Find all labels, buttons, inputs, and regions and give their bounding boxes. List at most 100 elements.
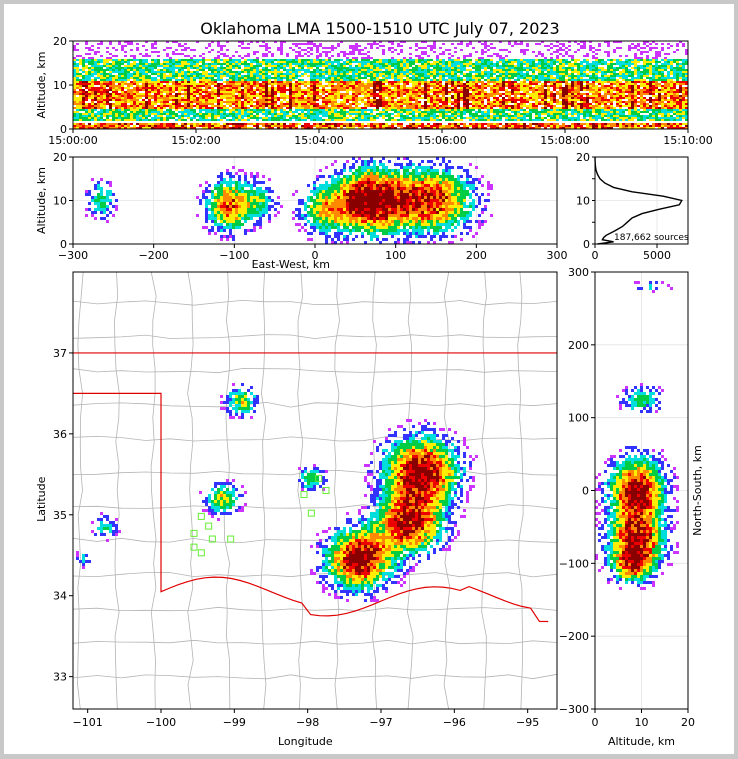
altitude-time-cell	[394, 73, 397, 75]
altitude-time-cell	[295, 123, 298, 125]
altitude-time-cell	[88, 117, 91, 119]
altitude-time-cell	[433, 125, 436, 127]
altitude-time-cell	[169, 85, 172, 87]
altitude-time-cell	[256, 67, 259, 69]
altitude-time-cell	[445, 103, 448, 105]
altitude-time-cell	[301, 115, 304, 117]
altitude-time-cell	[232, 87, 235, 89]
altitude-time-cell	[82, 59, 85, 61]
altitude-time-cell	[292, 103, 295, 105]
altitude-time-cell	[256, 105, 259, 107]
altitude-time-cell	[319, 43, 322, 45]
altitude-time-cell	[505, 95, 508, 97]
altitude-time-cell	[187, 75, 190, 77]
altitude-time-cell	[460, 99, 463, 101]
altitude-time-cell	[220, 127, 223, 129]
altitude-time-cell	[154, 119, 157, 121]
altitude-time-cell	[238, 81, 241, 83]
altitude-time-cell	[172, 53, 175, 55]
altitude-time-cell	[133, 109, 136, 111]
altitude-time-cell	[346, 69, 349, 71]
altitude-time-cell	[448, 87, 451, 89]
altitude-time-cell	[307, 125, 310, 127]
altitude-time-cell	[97, 87, 100, 89]
altitude-time-cell	[436, 69, 439, 71]
altitude-time-cell	[418, 77, 421, 79]
altitude-time-cell	[100, 123, 103, 125]
altitude-time-cell	[349, 113, 352, 115]
altitude-time-cell	[154, 85, 157, 87]
altitude-time-cell	[337, 61, 340, 63]
altitude-time-cell	[82, 105, 85, 107]
altitude-time-cell	[409, 53, 412, 55]
altitude-time-cell	[247, 109, 250, 111]
altitude-time-cell	[292, 59, 295, 61]
altitude-time-cell	[205, 95, 208, 97]
altitude-time-cell	[220, 97, 223, 99]
altitude-time-cell	[190, 97, 193, 99]
altitude-time-cell	[382, 109, 385, 111]
altitude-time-cell	[271, 117, 274, 119]
altitude-time-cell	[499, 79, 502, 81]
altitude-time-cell	[448, 107, 451, 109]
altitude-time-cell	[256, 57, 259, 59]
altitude-time-cell	[304, 123, 307, 125]
altitude-time-cell	[466, 103, 469, 105]
altitude-time-cell	[265, 89, 268, 91]
altitude-time-cell	[211, 115, 214, 117]
altitude-time-cell	[103, 59, 106, 61]
altitude-time-cell	[199, 83, 202, 85]
altitude-time-cell	[100, 101, 103, 103]
altitude-time-cell	[322, 69, 325, 71]
altitude-time-cell	[85, 73, 88, 75]
altitude-time-cell	[472, 47, 475, 49]
altitude-time-cell	[178, 73, 181, 75]
altitude-time-cell	[259, 65, 262, 67]
altitude-time-cell	[406, 91, 409, 93]
altitude-time-cell	[94, 107, 97, 109]
altitude-time-cell	[265, 91, 268, 93]
altitude-time-cell	[211, 63, 214, 65]
altitude-time-cell	[271, 99, 274, 101]
altitude-time-cell	[328, 75, 331, 77]
altitude-time-cell	[85, 97, 88, 99]
altitude-time-cell	[247, 127, 250, 129]
altitude-time-cell	[472, 67, 475, 69]
altitude-time-cell	[139, 61, 142, 63]
altitude-time-cell	[304, 53, 307, 55]
altitude-time-cell	[79, 105, 82, 107]
altitude-time-cell	[418, 59, 421, 61]
altitude-time-cell	[133, 67, 136, 69]
altitude-time-cell	[259, 45, 262, 47]
altitude-time-cell	[412, 69, 415, 71]
altitude-time-cell	[232, 75, 235, 77]
altitude-time-cell	[466, 65, 469, 67]
altitude-time-cell	[343, 87, 346, 89]
altitude-time-cell	[181, 123, 184, 125]
altitude-time-cell	[274, 77, 277, 79]
altitude-time-cell	[403, 97, 406, 99]
altitude-time-cell	[82, 125, 85, 127]
altitude-time-cell	[487, 73, 490, 75]
altitude-time-cell	[280, 45, 283, 47]
altitude-time-cell	[403, 85, 406, 87]
altitude-time-cell	[181, 49, 184, 51]
altitude-time-cell	[238, 59, 241, 61]
altitude-time-cell	[187, 105, 190, 107]
altitude-time-cell	[181, 113, 184, 115]
altitude-time-cell	[367, 81, 370, 83]
altitude-time-cell	[379, 71, 382, 73]
altitude-time-cell	[493, 93, 496, 95]
altitude-time-cell	[100, 127, 103, 129]
altitude-time-cell	[418, 55, 421, 57]
altitude-time-cell	[493, 81, 496, 83]
altitude-time-cell	[322, 89, 325, 91]
altitude-time-cell	[133, 89, 136, 91]
altitude-time-cell	[499, 87, 502, 89]
altitude-time-cell	[169, 99, 172, 101]
altitude-time-cell	[79, 63, 82, 65]
altitude-time-cell	[295, 83, 298, 85]
altitude-time-cell	[208, 81, 211, 83]
altitude-time-cell	[211, 113, 214, 115]
altitude-time-cell	[445, 117, 448, 119]
